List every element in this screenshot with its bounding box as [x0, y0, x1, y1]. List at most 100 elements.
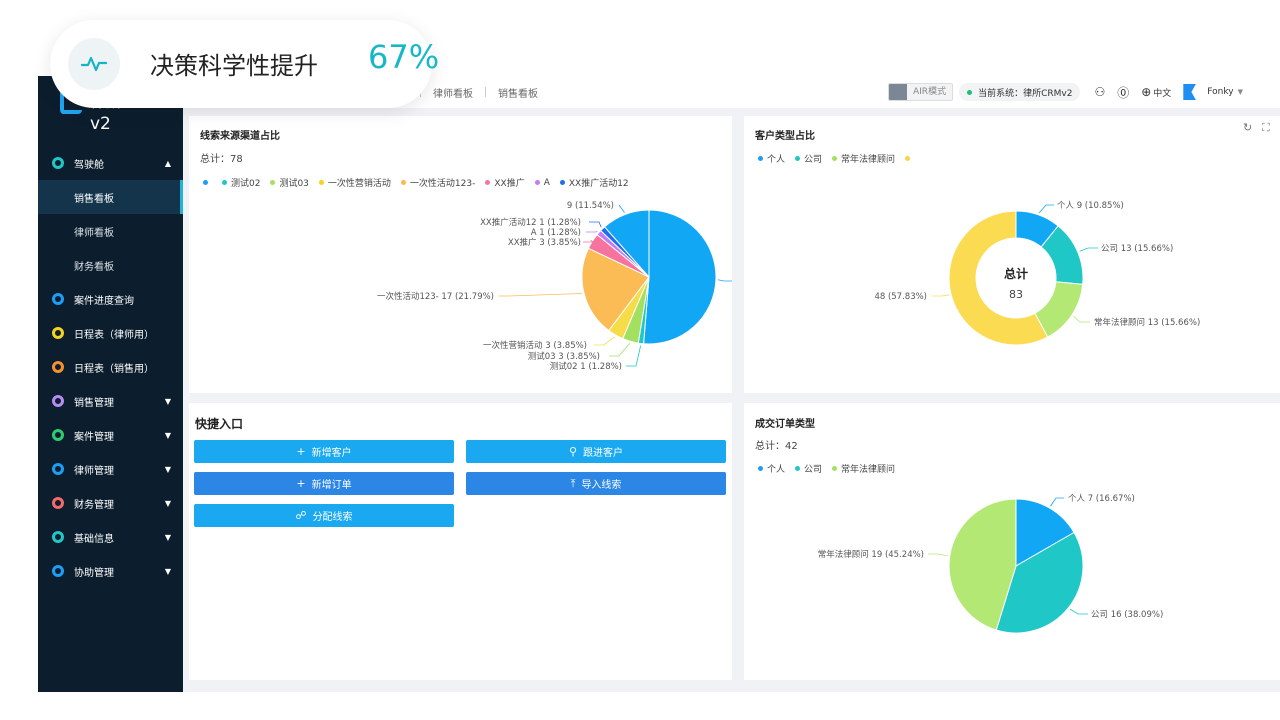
sidebar-subitem-lawyer-board[interactable]: 律师看板 — [74, 227, 114, 239]
badge-value: 67% — [368, 38, 440, 76]
legend-item[interactable]: A — [534, 177, 550, 188]
sidebar-item-finance-management[interactable]: 财务管理 ▼ — [38, 486, 183, 520]
legend-item[interactable]: 测试03 — [270, 176, 309, 189]
circle-icon — [52, 429, 64, 441]
legend-item[interactable]: 常年法律顾问 — [832, 462, 895, 475]
refresh-icon[interactable]: ↻ — [1243, 121, 1253, 134]
legend-dot — [758, 466, 763, 471]
legend-item[interactable]: 一次性活动123- — [400, 176, 476, 189]
legend-label: A — [543, 177, 550, 188]
sidebar-item-basic-info[interactable]: 基础信息 ▼ — [38, 520, 183, 554]
tab-sales-board[interactable]: 销售看板 — [498, 88, 538, 100]
slice-label: XX推广活动12 1 (1.28%) — [480, 217, 581, 228]
legend-item[interactable]: 公司 — [795, 462, 822, 475]
current-system-badge[interactable]: 当前系统：律所CRMv2 — [959, 83, 1081, 101]
tab-lawyer-board[interactable]: 律师看板 — [433, 88, 473, 100]
chevron-down-icon: ▼ — [164, 464, 171, 474]
current-system-label: 当前系统：律所CRMv2 — [978, 88, 1073, 99]
sidebar-item-label: 日程表（销售用） — [74, 363, 154, 375]
sidebar-item-label: 基础信息 — [74, 533, 114, 545]
sidebar-item-sales-management[interactable]: 销售管理 ▼ — [38, 384, 183, 418]
label-line — [928, 553, 948, 557]
promo-badge: 决策科学性提升 67% — [50, 20, 439, 108]
legend-label: 测试03 — [279, 179, 309, 189]
language-selector[interactable]: ⊕ 中文 — [1141, 85, 1171, 99]
legend-item[interactable]: 一次性营销活动 — [318, 176, 391, 189]
legend-item[interactable] — [905, 156, 914, 161]
legend-label: 常年法律顾问 — [841, 155, 896, 165]
pie-slice[interactable] — [603, 209, 650, 279]
customer-type-card: 客户类型占比 ↻ ⛶ 个人 公司 常年法律顾问 个人 9 (10.85%) 公司 … — [744, 116, 1280, 393]
donut-center-label: 总计 — [1003, 267, 1028, 281]
fullscreen-icon[interactable]: ⛶ — [1262, 121, 1270, 134]
sidebar-item-assist-management[interactable]: 协助管理 ▼ — [38, 554, 183, 588]
pie-slice[interactable] — [581, 247, 650, 332]
legend-dot — [270, 180, 276, 185]
plus-icon: + — [296, 477, 306, 490]
button-label: 新增客户 — [311, 448, 352, 459]
pie-slice[interactable] — [643, 209, 717, 345]
legend-label: 测试02 — [231, 179, 261, 189]
donut-center-value: 83 — [1009, 288, 1023, 301]
legend-label: 个人 — [767, 465, 786, 475]
add-order-button[interactable]: + 新增订单 — [194, 472, 454, 495]
circle-icon — [52, 463, 64, 475]
share-icon: ☍ — [295, 509, 307, 522]
legend-item[interactable]: XX推广活动12 — [559, 176, 629, 189]
user-menu[interactable]: Fonky ▼ — [1183, 84, 1243, 100]
legend-dot — [534, 180, 540, 185]
label-line — [626, 345, 642, 367]
label-line — [1069, 608, 1088, 615]
sidebar-item-label: 协助管理 — [74, 567, 114, 579]
air-mode-toggle[interactable]: AIR模式 — [888, 83, 954, 101]
sidebar-item-lawyer-management[interactable]: 律师管理 ▼ — [38, 452, 183, 486]
chart-legend: 个人 公司 常年法律顾问 — [758, 152, 924, 165]
sidebar-subitem-finance-board[interactable]: 财务看板 — [74, 261, 114, 273]
legend-item[interactable] — [203, 180, 212, 185]
sidebar-item-schedule-sales[interactable]: 日程表（销售用） — [38, 350, 183, 384]
card-title: 线索来源渠道占比 — [200, 131, 280, 142]
import-leads-button[interactable]: ⤒ 导入线索 — [466, 472, 726, 495]
legend-label: XX推广 — [494, 179, 525, 189]
pie-slice[interactable] — [1015, 498, 1075, 567]
legend-item[interactable]: 个人 — [758, 152, 785, 165]
globe-icon: ⊕ — [1141, 85, 1152, 99]
pie-slice[interactable] — [948, 210, 1049, 346]
slice-label: 常年法律顾问 13 (15.66%) — [1094, 317, 1200, 328]
follow-customer-button[interactable]: ⚲ 跟进客户 — [466, 440, 726, 463]
sidebar-subitem-sales-board[interactable]: 销售看板 — [38, 180, 183, 214]
legend-label: 常年法律顾问 — [841, 465, 896, 475]
chevron-down-icon: ▼ — [1237, 88, 1243, 96]
legend-label: 一次性活动123- — [409, 179, 476, 189]
card-total: 总计：78 — [200, 154, 243, 165]
sidebar: 律所CRM v2 驾驶舱 ▲ 销售看板 律师看板 财务看板 案件进度查询 日程表… — [38, 76, 183, 692]
sidebar-item-case-management[interactable]: 案件管理 ▼ — [38, 418, 183, 452]
legend-item[interactable]: 公司 — [795, 152, 822, 165]
status-dot-icon — [967, 89, 973, 95]
legend-label: 公司 — [804, 465, 823, 475]
legend-dot — [203, 180, 208, 185]
help-icon[interactable]: ⓪ — [1117, 85, 1130, 100]
user-icon[interactable]: ⚇ — [1094, 85, 1106, 99]
pulse-icon — [68, 38, 120, 90]
chevron-down-icon: ▼ — [164, 430, 171, 440]
add-customer-button[interactable]: + 新增客户 — [194, 440, 454, 463]
slice-label: 公司 16 (38.09%) — [1091, 610, 1163, 620]
sidebar-item-schedule-lawyer[interactable]: 日程表（律师用） — [38, 316, 183, 350]
legend-item[interactable]: 个人 — [758, 462, 785, 475]
legend-item[interactable]: 测试02 — [222, 176, 260, 189]
sidebar-item-case-progress[interactable]: 案件进度查询 — [38, 282, 183, 316]
sidebar-item-label: 案件管理 — [74, 431, 114, 443]
legend-item[interactable]: XX推广 — [485, 176, 525, 189]
legend-dot — [832, 466, 838, 471]
chart-legend: 测试02 测试03 一次性营销活动 一次性活动123- XX推广 A XX推广活… — [203, 176, 639, 189]
assign-leads-button[interactable]: ☍ 分配线索 — [194, 504, 454, 527]
pie-slice[interactable] — [948, 498, 1017, 631]
legend-dot — [905, 156, 911, 161]
sidebar-item-cockpit[interactable]: 驾驶舱 ▲ — [38, 146, 183, 180]
pie-slice[interactable] — [995, 531, 1084, 634]
label-line — [594, 336, 615, 346]
circle-icon — [52, 361, 64, 373]
legend-item[interactable]: 常年法律顾问 — [832, 152, 895, 165]
label-line — [609, 343, 631, 357]
